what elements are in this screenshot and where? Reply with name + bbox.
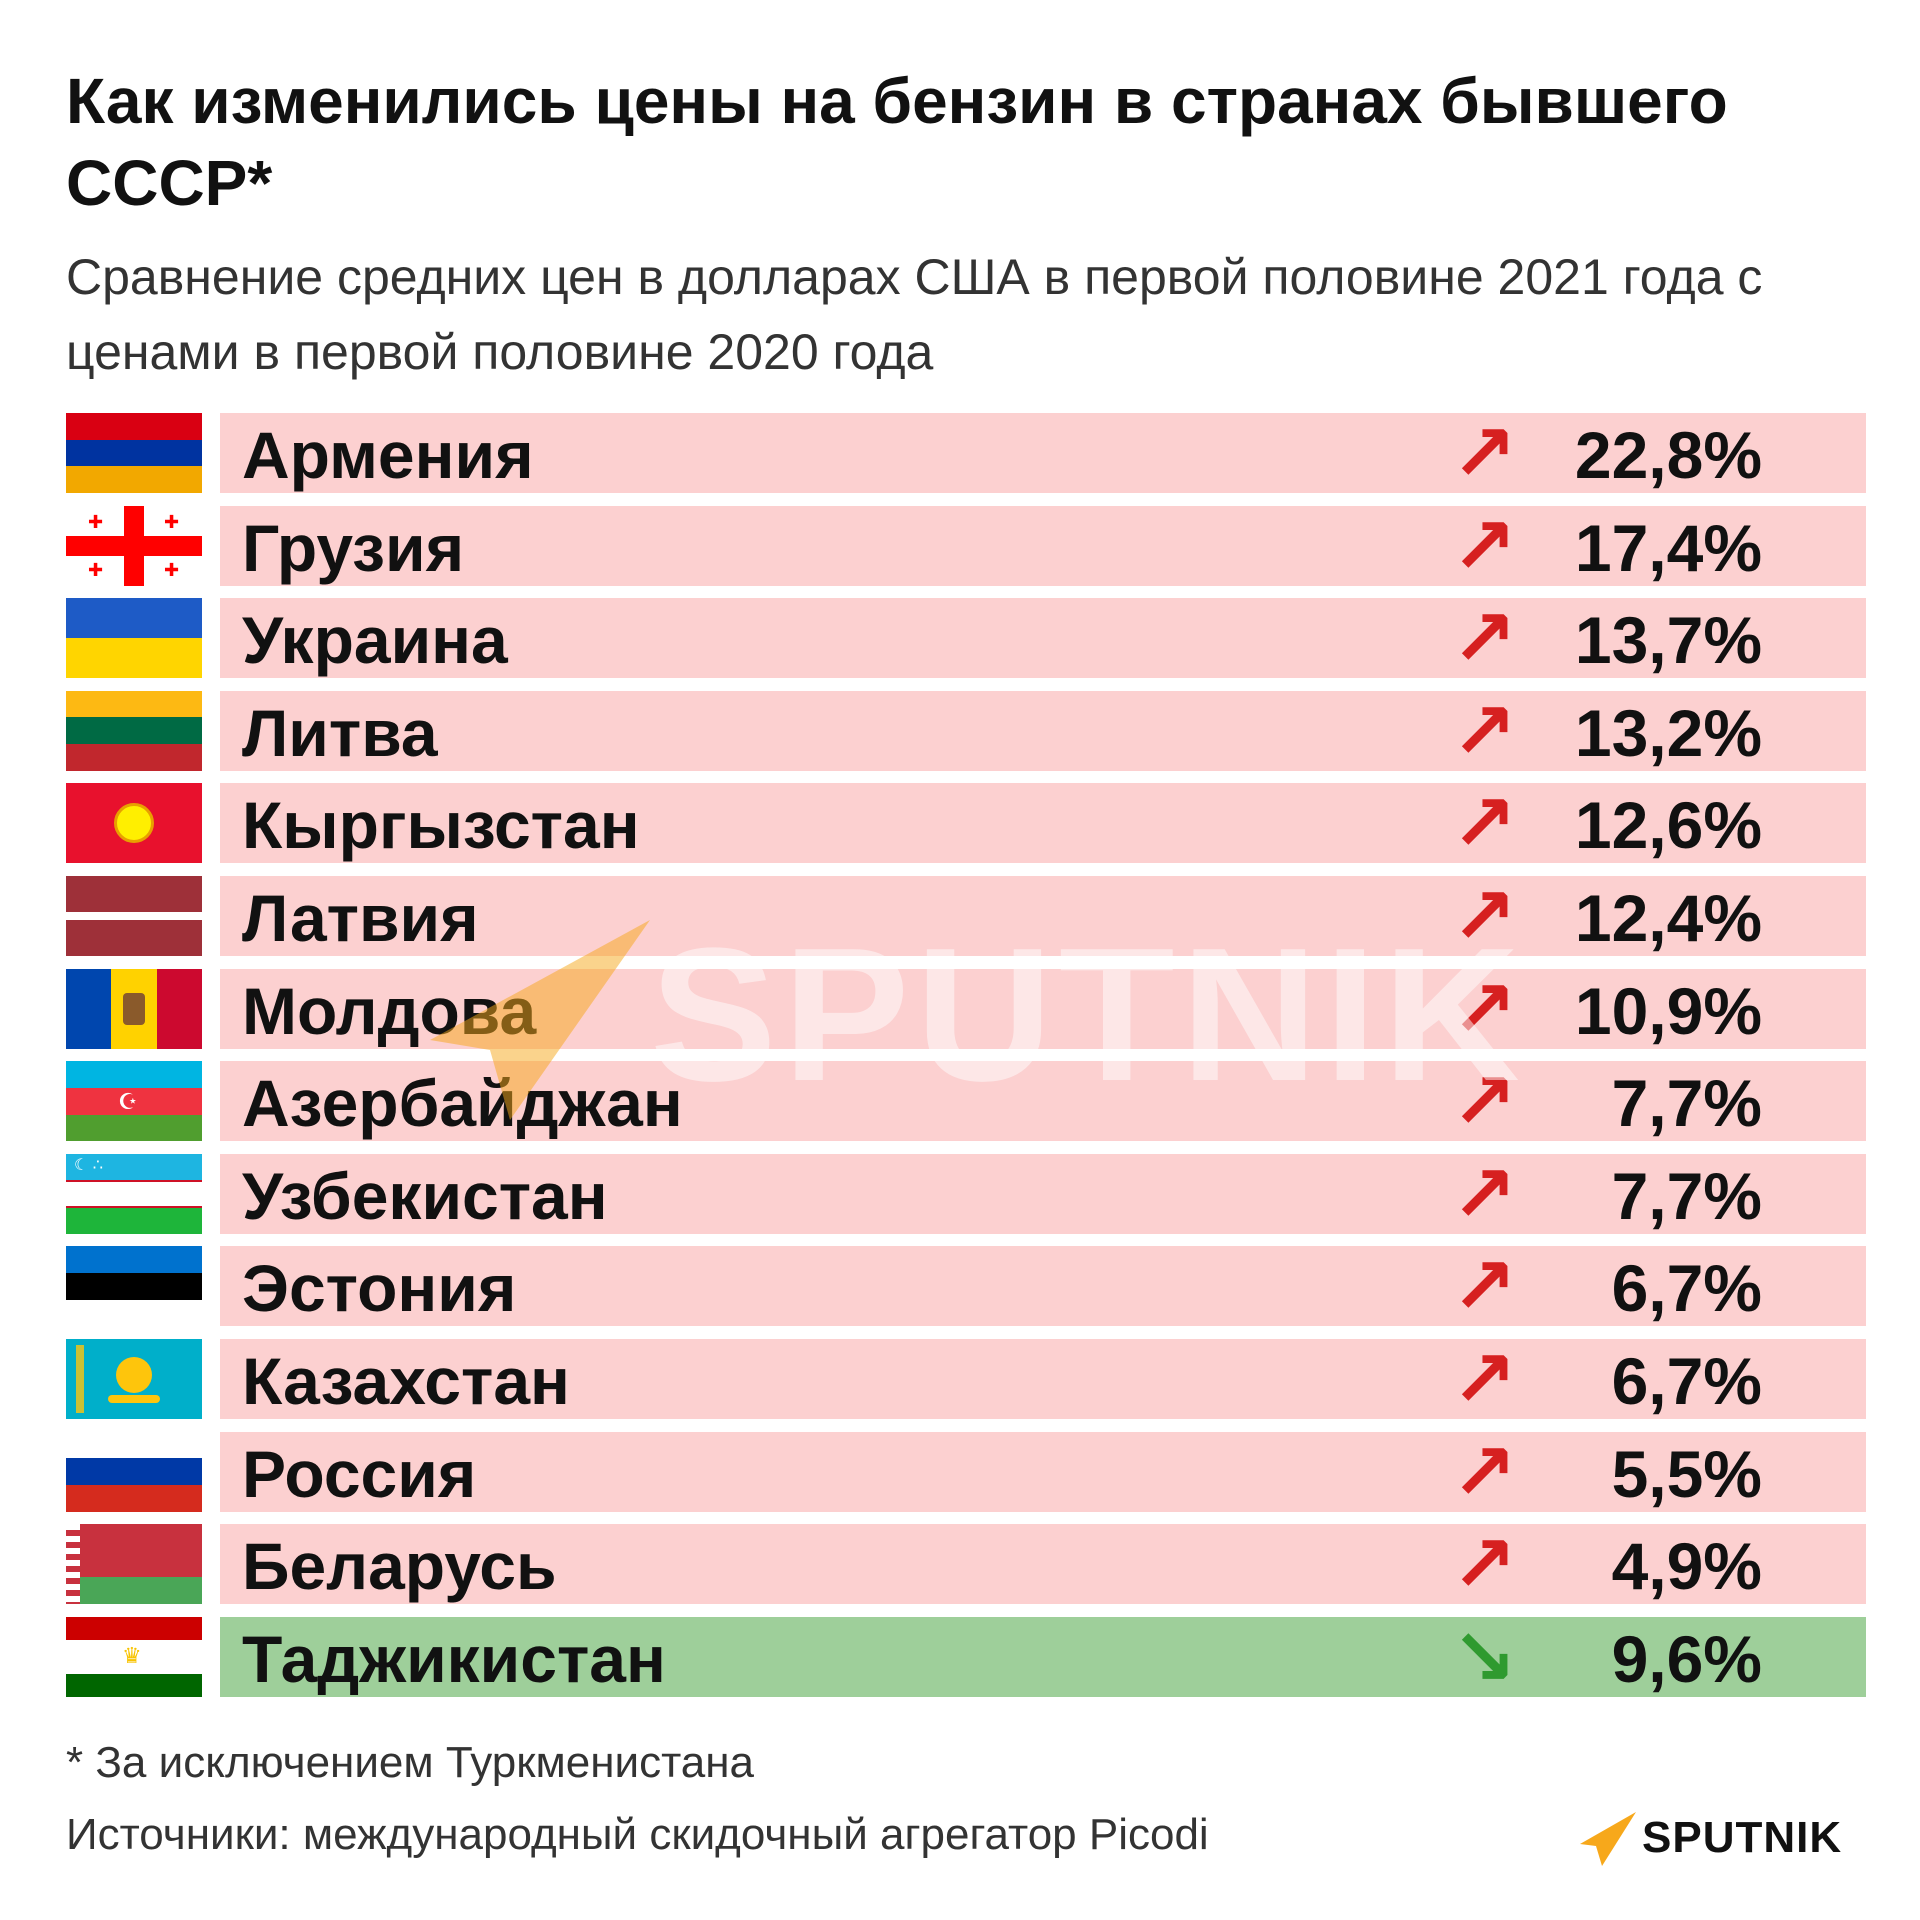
country-name: Армения — [242, 418, 534, 492]
change-value: 4,9% — [1611, 1529, 1762, 1604]
country-name: Азербайджан — [242, 1066, 683, 1141]
table-row: Кыргызстан ↗ 12,6% — [0, 779, 1920, 868]
country-flag: ✚ ✚ ✚ ✚ — [66, 505, 202, 586]
arrow-up-right-icon: ↗ — [1451, 686, 1517, 775]
change-value: 10,9% — [1574, 973, 1762, 1048]
country-name: Грузия — [242, 510, 465, 585]
change-value: 22,8% — [1574, 418, 1762, 492]
country-flag — [66, 413, 202, 493]
country-name: Молдова — [242, 973, 537, 1048]
country-name: Кыргызстан — [242, 788, 640, 863]
arrow-up-right-icon: ↗ — [1451, 1057, 1517, 1146]
change-value: 13,2% — [1574, 695, 1762, 770]
chart-subtitle: Сравнение средних цен в долларах США в п… — [66, 249, 1763, 380]
change-value: 12,4% — [1574, 881, 1762, 955]
table-row: Литва ↗ 13,2% — [0, 686, 1920, 775]
country-name: Украина — [242, 603, 508, 678]
arrow-up-right-icon: ↗ — [1451, 1242, 1517, 1331]
arrow-up-right-icon: ↗ — [1451, 1149, 1517, 1238]
sputnik-logo: SPUTNIK — [1580, 1808, 1870, 1868]
table-row: Россия ↗ 5,5% — [0, 1427, 1920, 1516]
arrow-up-right-icon: ↗ — [1451, 1335, 1517, 1423]
table-row: Беларусь ↗ 4,9% — [0, 1520, 1920, 1609]
country-name: Россия — [242, 1436, 477, 1511]
chart-title: Как изменились цены на бензин в странах … — [66, 65, 1728, 219]
increase-bar — [220, 598, 1866, 679]
country-flag: ☾ ∴ — [66, 1153, 202, 1234]
table-row: Украина ↗ 13,7% — [0, 594, 1920, 683]
table-row: Эстония ↗ 6,7% — [0, 1242, 1920, 1331]
arrow-up-right-icon: ↗ — [1451, 964, 1517, 1053]
arrow-down-right-icon: ↘ — [1451, 1612, 1517, 1701]
arrow-up-right-icon: ↗ — [1451, 872, 1517, 960]
sources-note: Источники: международный скидочный агрег… — [66, 1810, 1209, 1859]
country-flag — [66, 1431, 202, 1512]
country-name: Таджикистан — [242, 1621, 666, 1696]
country-flag: ☪ — [66, 1061, 202, 1142]
table-row: Армения ↗ 22,8% — [0, 413, 1920, 493]
decrease-bar — [220, 1616, 1866, 1697]
table-row: ♛ Таджикистан ↘ 9,6% — [0, 1612, 1920, 1701]
country-flag — [66, 1524, 202, 1605]
country-name: Казахстан — [242, 1344, 570, 1418]
change-value: 13,7% — [1574, 603, 1762, 678]
increase-bar — [220, 1246, 1866, 1327]
country-name: Литва — [242, 695, 438, 770]
country-flag — [66, 1246, 202, 1327]
table-row: ☾ ∴ Узбекистан ↗ 7,7% — [0, 1149, 1920, 1238]
increase-bar — [220, 1153, 1866, 1234]
change-value: 6,7% — [1611, 1251, 1762, 1326]
arrow-up-right-icon: ↗ — [1451, 409, 1517, 497]
change-value: 9,6% — [1611, 1621, 1762, 1696]
table-row: Казахстан ↗ 6,7% — [0, 1339, 1920, 1419]
arrow-up-right-icon: ↗ — [1451, 501, 1517, 590]
footnote: * За исключением Туркменистана — [66, 1738, 754, 1787]
change-value: 6,7% — [1611, 1344, 1762, 1418]
change-value: 17,4% — [1574, 510, 1762, 585]
table-row: Латвия ↗ 12,4% — [0, 876, 1920, 956]
country-flag: ♛ — [66, 1616, 202, 1697]
logo-text: SPUTNIK — [1642, 1813, 1843, 1862]
increase-bar — [220, 690, 1866, 771]
country-flag — [66, 968, 202, 1049]
arrow-up-right-icon: ↗ — [1451, 1520, 1517, 1609]
sputnik-logo-icon — [1580, 1812, 1636, 1866]
arrow-up-right-icon: ↗ — [1451, 1427, 1517, 1516]
country-flag — [66, 783, 202, 864]
country-name: Узбекистан — [242, 1158, 608, 1233]
arrow-up-right-icon: ↗ — [1451, 594, 1517, 683]
increase-bar — [220, 505, 1866, 586]
country-name: Латвия — [242, 881, 479, 955]
increase-bar — [220, 1339, 1866, 1419]
increase-bar — [220, 1524, 1866, 1605]
change-value: 5,5% — [1611, 1436, 1762, 1511]
table-row: Молдова ↗ 10,9% — [0, 964, 1920, 1053]
country-name: Эстония — [242, 1251, 517, 1326]
country-flag — [66, 598, 202, 679]
increase-bar — [220, 413, 1866, 493]
country-flag — [66, 690, 202, 771]
change-value: 12,6% — [1574, 788, 1762, 863]
country-name: Беларусь — [242, 1529, 557, 1604]
increase-bar — [220, 1431, 1866, 1512]
table-row: ✚ ✚ ✚ ✚ Грузия ↗ 17,4% — [0, 501, 1920, 590]
change-value: 7,7% — [1611, 1158, 1762, 1233]
arrow-up-right-icon: ↗ — [1451, 779, 1517, 868]
increase-bar — [220, 783, 1866, 864]
country-flag — [66, 876, 202, 956]
change-value: 7,7% — [1611, 1066, 1762, 1141]
country-flag — [66, 1339, 202, 1419]
table-row: ☪ Азербайджан ↗ 7,7% — [0, 1057, 1920, 1146]
